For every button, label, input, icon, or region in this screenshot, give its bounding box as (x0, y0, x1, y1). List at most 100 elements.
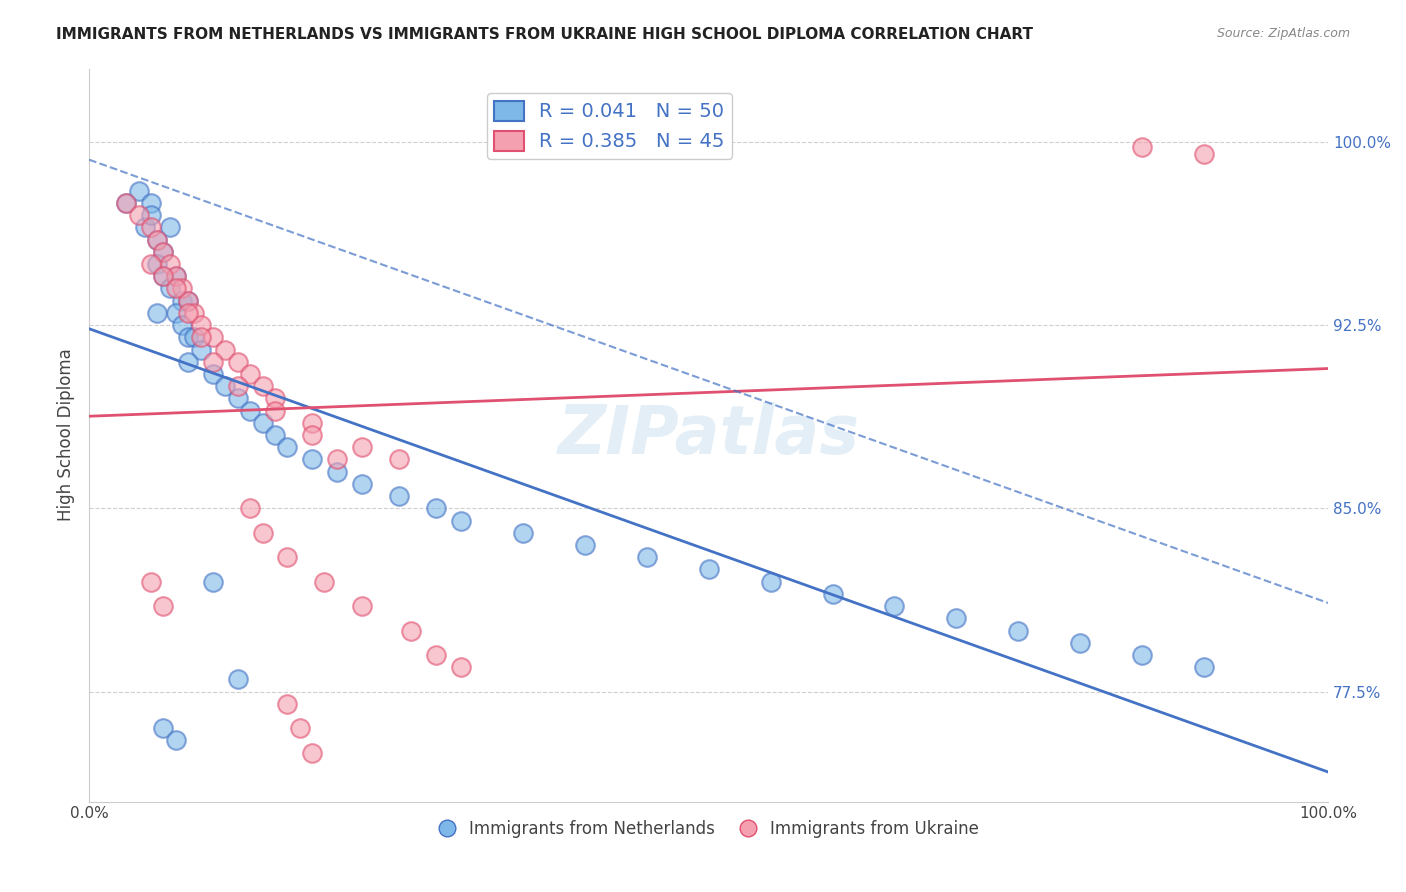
Point (252, 525, 274, 540)
Point (697, 562, 720, 576)
Text: Source: ZipAtlas.com: Source: ZipAtlas.com (1216, 27, 1350, 40)
Point (574, 538, 596, 552)
Point (183, 306, 205, 320)
Point (301, 452, 323, 467)
Point (170, 281, 193, 295)
Point (239, 403, 262, 417)
Point (226, 379, 249, 393)
Point (159, 220, 181, 235)
Point (177, 293, 200, 308)
Point (139, 574, 162, 589)
Point (128, 208, 150, 222)
Point (170, 318, 193, 332)
Point (226, 392, 249, 406)
Point (214, 343, 236, 357)
Point (276, 550, 298, 565)
Point (759, 574, 782, 589)
Point (821, 587, 844, 601)
Point (450, 514, 472, 528)
Point (201, 355, 224, 369)
Point (146, 257, 169, 271)
Point (165, 269, 187, 284)
Point (152, 244, 174, 259)
Point (146, 306, 169, 320)
Point (350, 599, 373, 613)
Point (115, 195, 138, 210)
Point (388, 489, 411, 503)
Point (276, 440, 298, 454)
Point (276, 697, 298, 711)
Point (399, 624, 422, 638)
Point (139, 257, 162, 271)
Point (350, 440, 373, 454)
Point (152, 269, 174, 284)
Point (146, 233, 169, 247)
Point (239, 501, 262, 516)
Point (159, 257, 181, 271)
Point (883, 599, 905, 613)
Point (214, 379, 236, 393)
Point (152, 269, 174, 284)
Point (165, 306, 187, 320)
Point (177, 293, 200, 308)
Point (165, 281, 187, 295)
Point (301, 428, 323, 442)
Point (159, 281, 181, 295)
Point (239, 367, 262, 381)
Point (1130, 648, 1153, 662)
Point (264, 392, 287, 406)
Point (301, 416, 323, 430)
Point (425, 648, 447, 662)
Point (1130, 139, 1153, 153)
Point (152, 721, 174, 735)
Point (326, 452, 349, 467)
Point (226, 673, 249, 687)
Point (512, 525, 534, 540)
Point (252, 416, 274, 430)
Text: IMMIGRANTS FROM NETHERLANDS VS IMMIGRANTS FROM UKRAINE HIGH SCHOOL DIPLOMA CORRE: IMMIGRANTS FROM NETHERLANDS VS IMMIGRANT… (56, 27, 1033, 42)
Point (1069, 636, 1091, 650)
Point (301, 746, 323, 760)
Point (636, 550, 658, 565)
Point (183, 330, 205, 344)
Point (165, 269, 187, 284)
Point (139, 220, 162, 235)
Point (177, 330, 200, 344)
Legend: Immigrants from Netherlands, Immigrants from Ukraine: Immigrants from Netherlands, Immigrants … (432, 814, 986, 845)
Point (314, 574, 336, 589)
Point (152, 244, 174, 259)
Point (264, 428, 287, 442)
Point (128, 184, 150, 198)
Point (264, 403, 287, 417)
Point (288, 721, 311, 735)
Point (152, 599, 174, 613)
Point (177, 306, 200, 320)
Point (190, 318, 212, 332)
Point (252, 379, 274, 393)
Point (425, 501, 447, 516)
Point (115, 195, 138, 210)
Point (388, 452, 411, 467)
Text: ZIPatlas: ZIPatlas (558, 402, 859, 468)
Point (201, 574, 224, 589)
Point (1192, 147, 1215, 161)
Point (139, 195, 162, 210)
Point (226, 355, 249, 369)
Point (945, 611, 967, 625)
Point (165, 733, 187, 747)
Point (134, 220, 156, 235)
Point (177, 355, 200, 369)
Point (1007, 624, 1029, 638)
Point (1192, 660, 1215, 674)
Point (450, 660, 472, 674)
Point (201, 330, 224, 344)
Point (201, 367, 224, 381)
Point (170, 293, 193, 308)
Point (139, 208, 162, 222)
Point (326, 465, 349, 479)
Point (350, 477, 373, 491)
Y-axis label: High School Diploma: High School Diploma (58, 349, 75, 522)
Point (146, 233, 169, 247)
Point (190, 330, 212, 344)
Point (190, 343, 212, 357)
